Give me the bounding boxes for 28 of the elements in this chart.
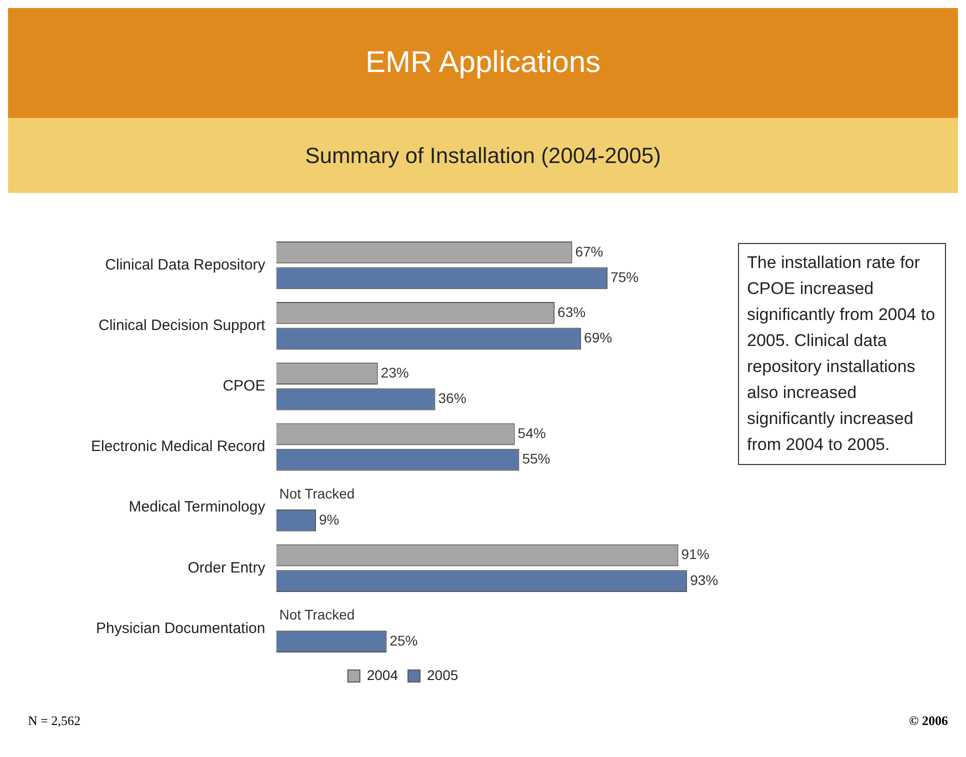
data-label: 63% [558,304,586,320]
text: The installation rate for CPOE increased significantly from 2004 to 2005. Clinical data repository installations also increased significantly increased from 2004 to 2005. [738,243,946,465]
data-label: 69% [584,330,612,346]
chart-title: EMR Applications [8,8,958,118]
y-tick-label: Clinical Decision Support [98,317,266,334]
data-label: 9% [318,511,340,528]
chart-subtitle: Summary of Installation (2004-2005) [8,118,958,193]
y-tick-label: Clinical Data Repository [105,256,266,274]
data-label: 23% [380,364,409,380]
data-label: 93% [690,572,718,588]
data-label: 75% [610,269,639,286]
y-tick-label: Order Entry [188,559,266,576]
data-label: 91% [681,546,710,562]
legend-label: 2005 [427,666,458,683]
y-tick-label: CPOE [222,378,266,395]
data-label: 55% [522,450,550,467]
data-label: 54% [518,424,546,441]
text: N = 2,562 [28,713,80,729]
text: © 2006 [909,713,948,729]
data-label: 67% [575,243,604,260]
data-label: 25% [390,632,418,648]
legend-label: 2004 [366,666,398,683]
data-label: 36% [438,390,466,406]
text: Not Tracked [279,486,355,502]
y-tick-label: Physician Documentation [96,620,266,637]
y-tick-label: Electronic Medical Record [90,438,266,456]
y-tick-label: Medical Terminology [128,498,266,516]
text: Not Tracked [279,606,355,623]
